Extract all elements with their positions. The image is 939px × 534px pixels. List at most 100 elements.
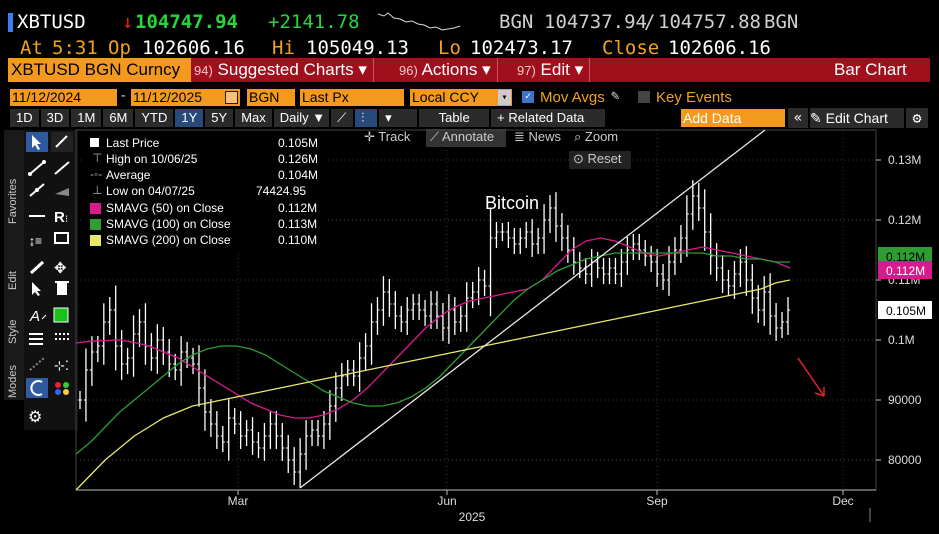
edit-label: Edit — [540, 60, 570, 79]
frequency-select[interactable]: Daily ▼ — [273, 109, 330, 127]
add-data-input[interactable]: Add Data — [681, 109, 785, 127]
edit-chart-button[interactable]: ✎ Edit Chart — [810, 108, 904, 128]
dashed-line-icon[interactable] — [29, 357, 45, 371]
caret-icon: ▾ — [574, 60, 584, 79]
price-bar — [191, 347, 196, 375]
ray-line-icon[interactable] — [54, 161, 70, 175]
start-date-field[interactable]: 11/12/2024 — [10, 89, 117, 106]
text-r-icon[interactable]: R ⁝ — [54, 209, 68, 226]
line-weight-icon[interactable] — [29, 333, 43, 345]
price-bar — [393, 291, 398, 329]
security-field[interactable]: XBTUSD BGN Curncy — [8, 58, 191, 82]
price-bar — [369, 303, 374, 365]
sma100-value-tag: 0.112M — [878, 247, 932, 265]
chart-type-dropdown[interactable]: ▾ — [379, 109, 418, 127]
key-events-checkbox[interactable] — [638, 91, 650, 103]
legend-high-value: 0.126M — [278, 152, 319, 166]
pencil-icon[interactable]: ✎ — [611, 88, 620, 104]
price-bar — [613, 257, 618, 285]
price-bar — [196, 345, 201, 407]
price-bar — [262, 423, 267, 461]
suggested-charts-menu[interactable]: 94) Suggested Charts ▾ — [194, 58, 374, 82]
zoom-tool[interactable]: ⌕ Zoom — [574, 129, 618, 147]
move-icon[interactable]: ✥ — [54, 260, 67, 277]
settings-gear-icon[interactable]: ⚙ — [28, 409, 42, 426]
period-5y[interactable]: 5Y — [205, 109, 234, 127]
last-price-swatch — [90, 138, 99, 147]
chevron-down-icon[interactable]: ▾ — [498, 90, 511, 105]
field-select[interactable]: Last Px — [300, 89, 404, 106]
price-bar — [768, 273, 773, 335]
crosshair-icon[interactable]: ⊹⁚ — [54, 358, 69, 373]
collapse-icon[interactable]: « — [788, 108, 808, 128]
select-arrow-icon[interactable] — [32, 282, 41, 296]
price-bar — [684, 195, 689, 257]
price-bar — [696, 183, 701, 221]
pen-tool-icon[interactable] — [51, 132, 73, 152]
price-bar — [298, 438, 303, 488]
multi-color-icon[interactable] — [55, 382, 69, 395]
annotate-tool[interactable]: ⟋ Annotate — [426, 129, 506, 147]
trash-icon[interactable] — [55, 281, 69, 295]
vertical-measure-icon[interactable]: ↨≡ — [29, 234, 42, 248]
track-tool[interactable]: ✛ Track — [364, 129, 410, 147]
period-3d[interactable]: 3D — [40, 109, 70, 127]
price-bar — [726, 269, 731, 297]
calendar-icon[interactable] — [225, 91, 238, 104]
currency-select[interactable]: Local CCY — [410, 89, 512, 106]
price-bar — [381, 276, 386, 326]
price-bar — [524, 221, 529, 249]
period-max[interactable]: Max — [235, 109, 272, 127]
price-bar — [131, 315, 136, 377]
end-date-field[interactable]: 11/12/2025 — [131, 89, 240, 106]
price-bar — [149, 333, 154, 371]
edit-menu[interactable]: 97) Edit ▾ — [517, 58, 591, 82]
color-swatch-icon[interactable] — [53, 307, 69, 323]
price-bar — [530, 219, 535, 257]
price-bar — [464, 282, 469, 332]
mov-avgs-checkbox[interactable]: ✓ — [522, 91, 534, 103]
period-6m[interactable]: 6M — [103, 109, 134, 127]
price-bar — [744, 246, 749, 296]
gear-icon[interactable]: ⚙ — [906, 108, 928, 128]
cursor-tool-icon[interactable] — [26, 132, 48, 152]
time-label: At — [20, 37, 43, 59]
price-bar — [750, 264, 755, 314]
price-bar — [226, 399, 231, 461]
line-chart-icon[interactable]: ⟋ — [331, 109, 354, 127]
svg-text:⊹⁚: ⊹⁚ — [54, 358, 69, 373]
source-field[interactable]: BGN — [247, 89, 295, 106]
crosshair-mode-icon[interactable] — [26, 378, 48, 398]
y-tick-label: 90000 — [888, 393, 922, 407]
drawing-tools-panel: R ⁝ ↨≡ ✥ A ⊹⁚ ⚙ — [24, 130, 78, 430]
actions-menu[interactable]: 96) Actions ▾ — [399, 58, 498, 82]
suggested-charts-label: Suggested Charts — [217, 60, 354, 79]
svg-text:R: R — [54, 209, 65, 226]
close-value: 102606.16 — [668, 37, 771, 59]
price-bar — [363, 333, 368, 371]
related-data-button[interactable]: + Related Data — [491, 109, 606, 127]
news-tool[interactable]: ≣ News — [514, 129, 561, 147]
sma200-line — [75, 279, 791, 491]
table-button[interactable]: Table — [419, 109, 490, 127]
legend-sma100-value: 0.113M — [278, 217, 318, 231]
svg-text:⚙: ⚙ — [28, 409, 42, 426]
period-1d[interactable]: 1D — [10, 109, 39, 127]
rectangle-icon[interactable] — [54, 232, 69, 244]
magnifier-icon: ⌕ — [574, 129, 582, 144]
price-bar — [78, 391, 82, 409]
x-tick-label: Dec — [832, 494, 853, 508]
period-1m[interactable]: 1M — [71, 109, 102, 127]
period-1y[interactable]: 1Y — [175, 109, 204, 127]
moving-averages — [75, 237, 791, 491]
trendline-icon[interactable] — [28, 160, 46, 176]
bar-chart-icon[interactable]: ⫶ — [355, 109, 378, 127]
price-bar — [220, 425, 225, 453]
price-bar — [506, 221, 511, 249]
channel-icon[interactable] — [29, 183, 45, 197]
text-style-icon[interactable]: A — [29, 308, 47, 325]
fib-icon[interactable] — [55, 188, 69, 196]
period-ytd[interactable]: YTD — [135, 109, 174, 127]
brush-icon[interactable] — [29, 260, 45, 275]
